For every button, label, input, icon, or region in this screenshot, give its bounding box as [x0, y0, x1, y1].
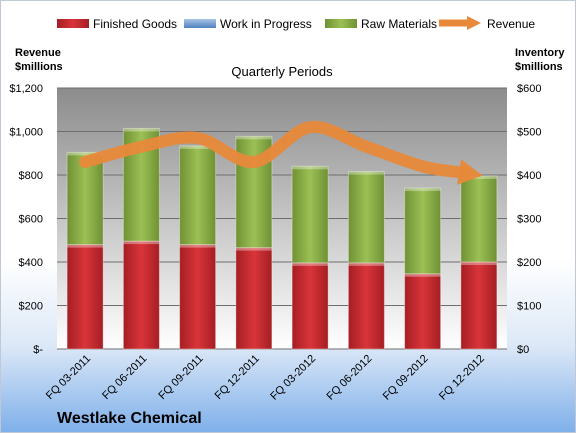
left-tick-label: $200 — [19, 301, 43, 313]
bar-highlight-raw-materials-5 — [292, 166, 329, 170]
legend-swatch-revenue-arrow — [467, 16, 481, 30]
bar-finished-goods-2 — [122, 240, 160, 350]
bar-finished-goods-6 — [347, 262, 385, 350]
right-tick-label: $600 — [517, 83, 541, 95]
bar-raw-materials-5 — [291, 165, 329, 264]
x-tick-label: FQ 09-2012 — [381, 353, 431, 403]
legend-label-raw-materials: Raw Materials — [361, 17, 437, 31]
left-tick-label: $800 — [19, 170, 43, 182]
right-tick-label: $300 — [517, 214, 541, 226]
left-tick-label: $- — [33, 344, 43, 356]
legend-label-finished-goods: Finished Goods — [93, 17, 177, 31]
bar-highlight-finished-goods-8 — [460, 262, 497, 265]
legend-label-work-in-progress: Work in Progress — [220, 17, 312, 31]
right-axis-title: Inventory $millions — [515, 47, 565, 73]
bar-highlight-raw-materials-4 — [235, 136, 272, 140]
bar-highlight-finished-goods-1 — [67, 244, 104, 248]
bar-finished-goods-5 — [291, 262, 329, 350]
revenue-line-layer — [79, 120, 483, 185]
left-tick-label: $1,200 — [9, 83, 43, 95]
x-tick-label: FQ 12-2011 — [213, 353, 262, 402]
bar-raw-materials-3 — [179, 145, 217, 246]
left-tick-label: $600 — [19, 214, 43, 226]
bar-highlight-finished-goods-6 — [348, 262, 385, 266]
legend-swatch-work-in-progress — [184, 19, 216, 28]
bar-raw-materials-8 — [460, 175, 498, 263]
bar-finished-goods-7 — [404, 273, 442, 350]
x-tick-label: FQ 12-2012 — [437, 353, 487, 403]
bar-finished-goods-3 — [179, 244, 217, 350]
left-axis-title: Revenue $millions — [15, 47, 63, 73]
left-axis: $- $200 $400 $600 $800 $1,000 $1,200 — [9, 83, 43, 356]
bar-highlight-raw-materials-8 — [460, 175, 497, 179]
x-tick-label: FQ 03-2012 — [268, 353, 318, 403]
right-tick-label: $200 — [517, 257, 541, 269]
bar-highlight-raw-materials-2 — [123, 128, 160, 132]
x-tick-label: FQ 06-2011 — [100, 353, 149, 402]
legend: Finished Goods Work in Progress Raw Mate… — [57, 16, 535, 31]
chart-subtitle: Quarterly Periods — [231, 64, 333, 79]
x-tick-label: FQ 06-2012 — [325, 353, 375, 403]
x-tick-label: FQ 09-2011 — [156, 353, 205, 402]
right-tick-label: $100 — [517, 301, 541, 313]
x-axis: FQ 03-2011 FQ 06-2011 FQ 09-2011 FQ 12-2011… — [44, 353, 487, 403]
bar-highlight-finished-goods-4 — [235, 247, 272, 251]
chart-title: Westlake Chemical — [57, 410, 202, 427]
bar-finished-goods-1 — [66, 244, 104, 350]
bar-raw-materials-7 — [404, 187, 442, 275]
bar-highlight-raw-materials-6 — [348, 171, 385, 175]
right-axis: $0 $100 $200 $300 $400 $500 $600 — [517, 83, 541, 356]
bar-highlight-raw-materials-7 — [404, 188, 441, 192]
x-tick-label: FQ 03-2011 — [44, 353, 93, 402]
bar-highlight-raw-materials-3 — [179, 145, 216, 149]
bar-finished-goods-4 — [235, 247, 273, 350]
revenue-line — [79, 120, 472, 179]
bar-raw-materials-6 — [347, 171, 385, 264]
revenue-arrowhead — [457, 159, 483, 185]
legend-label-revenue: Revenue — [487, 17, 535, 31]
left-tick-label: $400 — [19, 257, 43, 269]
right-tick-label: $400 — [517, 170, 541, 182]
left-tick-label: $1,000 — [9, 127, 43, 139]
bar-highlight-finished-goods-7 — [404, 273, 441, 277]
right-tick-label: $500 — [517, 127, 541, 139]
bar-highlight-finished-goods-5 — [292, 262, 329, 266]
bar-highlight-finished-goods-2 — [123, 241, 160, 245]
bar-highlight-raw-materials-1 — [67, 152, 104, 156]
right-tick-label: $0 — [517, 344, 529, 356]
legend-swatch-raw-materials — [325, 19, 357, 28]
bar-finished-goods-8 — [460, 261, 498, 350]
bar-highlight-finished-goods-3 — [179, 244, 216, 248]
legend-swatch-finished-goods — [57, 19, 89, 28]
